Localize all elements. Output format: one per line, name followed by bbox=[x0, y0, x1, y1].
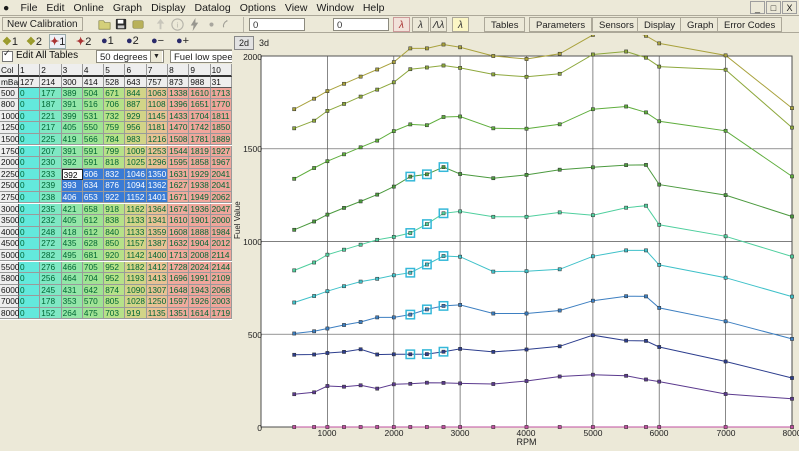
svg-text:i: i bbox=[177, 20, 179, 29]
